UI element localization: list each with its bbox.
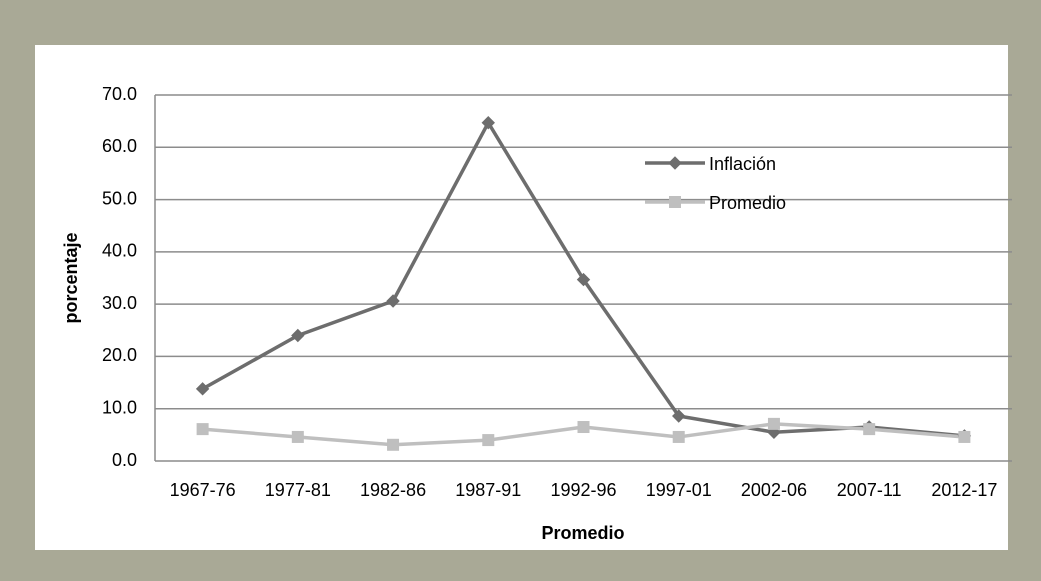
data-point [576, 272, 591, 287]
data-point [577, 421, 590, 434]
y-tick-label: 30.0 [102, 293, 137, 313]
data-point [386, 294, 400, 308]
data-point [672, 409, 686, 423]
data-point [291, 328, 305, 343]
data-point [196, 423, 209, 436]
data-point [863, 423, 876, 436]
y-axis-title: porcentaje [61, 232, 81, 323]
y-tick-label: 10.0 [102, 397, 137, 417]
y-tick-label: 70.0 [102, 84, 137, 104]
data-point [672, 430, 685, 443]
panel [35, 45, 1008, 550]
x-tick-label: 1997-01 [646, 480, 712, 500]
data-point [387, 438, 400, 451]
x-tick-label: 1967-76 [170, 480, 236, 500]
data-point [195, 382, 210, 396]
x-tick-label: 1982-86 [360, 480, 426, 500]
x-axis-title: Promedio [541, 523, 624, 543]
data-point [482, 434, 495, 447]
x-tick-label: 2007-11 [837, 480, 902, 500]
y-tick-label: 40.0 [102, 241, 137, 261]
legend-label: Promedio [709, 193, 786, 213]
x-tick-label: 2012-17 [931, 480, 997, 500]
data-point [767, 417, 780, 430]
y-tick-label: 60.0 [102, 136, 137, 156]
data-point [291, 430, 304, 443]
y-tick-label: 50.0 [102, 188, 137, 208]
legend-label: Inflación [709, 154, 776, 174]
x-tick-label: 2002-06 [741, 480, 807, 500]
data-point [481, 116, 495, 130]
legend-marker [669, 196, 681, 208]
x-tick-label: 1977-81 [265, 480, 331, 500]
x-tick-label: 1987-91 [455, 480, 521, 500]
y-tick-label: 20.0 [102, 345, 137, 365]
legend-marker [668, 156, 682, 170]
x-tick-label: 1992-96 [550, 480, 616, 500]
data-point [958, 430, 971, 443]
y-tick-label: 0.0 [112, 450, 137, 470]
